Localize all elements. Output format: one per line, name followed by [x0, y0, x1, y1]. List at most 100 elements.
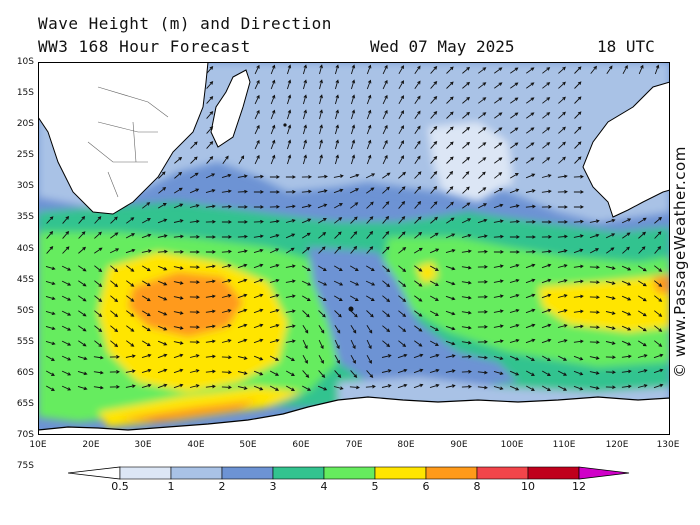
wave-arrow	[253, 234, 264, 239]
wave-arrow	[141, 295, 151, 302]
wave-arrow	[414, 110, 421, 119]
legend-swatch	[272, 466, 325, 480]
wave-arrow	[350, 354, 356, 364]
wave-arrow	[589, 233, 600, 239]
wave-arrow	[366, 139, 372, 150]
wave-arrow	[285, 190, 296, 194]
wave-arrow	[350, 310, 358, 318]
wave-arrow	[525, 338, 536, 344]
lon-label-90e: 90E	[450, 440, 468, 450]
wave-arrow	[429, 383, 440, 389]
wave-arrow	[61, 370, 72, 376]
wave-arrow	[398, 125, 404, 135]
wave-arrow	[526, 97, 535, 104]
wave-arrow	[253, 355, 264, 361]
wave-arrow	[141, 353, 152, 359]
wave-arrow	[317, 218, 327, 224]
lat-label-70s: 70S	[16, 430, 34, 440]
wave-arrow	[509, 263, 520, 269]
wave-arrow	[269, 355, 280, 361]
wave-arrow	[302, 94, 308, 105]
wave-arrow	[494, 142, 503, 149]
wave-arrow	[317, 385, 328, 391]
lon-label-70e: 70E	[345, 440, 363, 450]
wave-arrow	[638, 64, 644, 75]
wave-arrow	[589, 265, 600, 270]
wave-arrow	[605, 341, 616, 345]
wave-arrow	[414, 201, 422, 209]
wave-arrow	[382, 280, 391, 288]
wave-arrow	[189, 325, 200, 329]
wave-arrow	[333, 203, 343, 209]
wave-arrow	[269, 278, 280, 284]
wave-arrow	[573, 324, 584, 329]
wave-arrow	[573, 294, 584, 299]
wave-arrow	[445, 310, 456, 316]
wave-arrow	[525, 189, 536, 193]
wave-arrow	[141, 218, 151, 224]
wave-arrow	[253, 219, 264, 224]
credit-text: © www.PassageWeather.com	[671, 146, 689, 378]
wave-arrow	[125, 369, 136, 373]
wave-arrow	[398, 265, 407, 272]
wave-arrow	[334, 124, 340, 135]
wave-arrow	[509, 173, 519, 179]
wave-arrow	[445, 369, 456, 373]
wave-arrow	[302, 354, 308, 364]
wave-arrow	[349, 173, 360, 179]
wave-arrow	[237, 293, 248, 299]
wave-arrow	[477, 385, 488, 390]
wave-arrow	[301, 218, 312, 224]
wave-arrow	[237, 189, 248, 194]
wave-arrow	[221, 189, 232, 194]
wave-arrow	[573, 219, 584, 224]
wave-arrow	[414, 80, 421, 89]
wave-arrow	[253, 370, 264, 376]
wave-zone-2-3m-centre	[308, 247, 518, 392]
wave-arrow	[478, 142, 487, 149]
wave-arrow	[270, 124, 276, 135]
wave-arrow	[173, 296, 184, 300]
wave-arrow	[157, 383, 168, 389]
wave-arrow	[46, 216, 54, 224]
wave-arrow	[557, 264, 568, 268]
wave-arrow	[334, 79, 340, 90]
wave-arrow	[461, 369, 472, 374]
wave-arrow	[142, 202, 151, 209]
wave-arrow	[205, 369, 216, 374]
wave-arrow	[189, 250, 200, 254]
wave-arrow	[78, 325, 87, 332]
wave-arrow	[110, 216, 118, 224]
colour-legend	[68, 466, 630, 480]
wave-arrow	[205, 188, 216, 194]
lon-label-130e: 130E	[656, 440, 680, 450]
wave-arrow	[541, 263, 552, 269]
wave-arrow	[494, 112, 503, 119]
wave-arrow	[510, 67, 519, 74]
wave-arrow	[605, 326, 616, 330]
legend-tick-label: 10	[521, 480, 535, 493]
wave-arrow	[158, 187, 167, 194]
wave-arrow	[477, 203, 488, 209]
wave-arrow	[493, 339, 504, 343]
wave-arrow	[573, 309, 584, 314]
wave-arrow	[141, 325, 151, 332]
wave-arrow	[461, 354, 472, 359]
wave-arrow	[382, 230, 390, 239]
wave-arrow	[477, 265, 488, 269]
lat-label-40s: 40S	[16, 243, 34, 254]
wave-arrow	[445, 340, 456, 346]
wave-arrow	[94, 247, 103, 254]
wave-arrow	[573, 355, 584, 361]
wave-arrow	[285, 294, 296, 299]
wave-arrow	[621, 384, 632, 389]
wave-arrow	[366, 216, 374, 224]
wave-arrow	[493, 188, 503, 194]
wave-arrow	[574, 141, 582, 149]
wave-arrow	[622, 246, 630, 254]
wave-arrow	[189, 219, 200, 224]
wave-arrow	[205, 279, 216, 284]
lat-label-35s: 35S	[16, 212, 34, 223]
wave-arrow	[541, 235, 552, 239]
wave-arrow	[301, 189, 312, 194]
